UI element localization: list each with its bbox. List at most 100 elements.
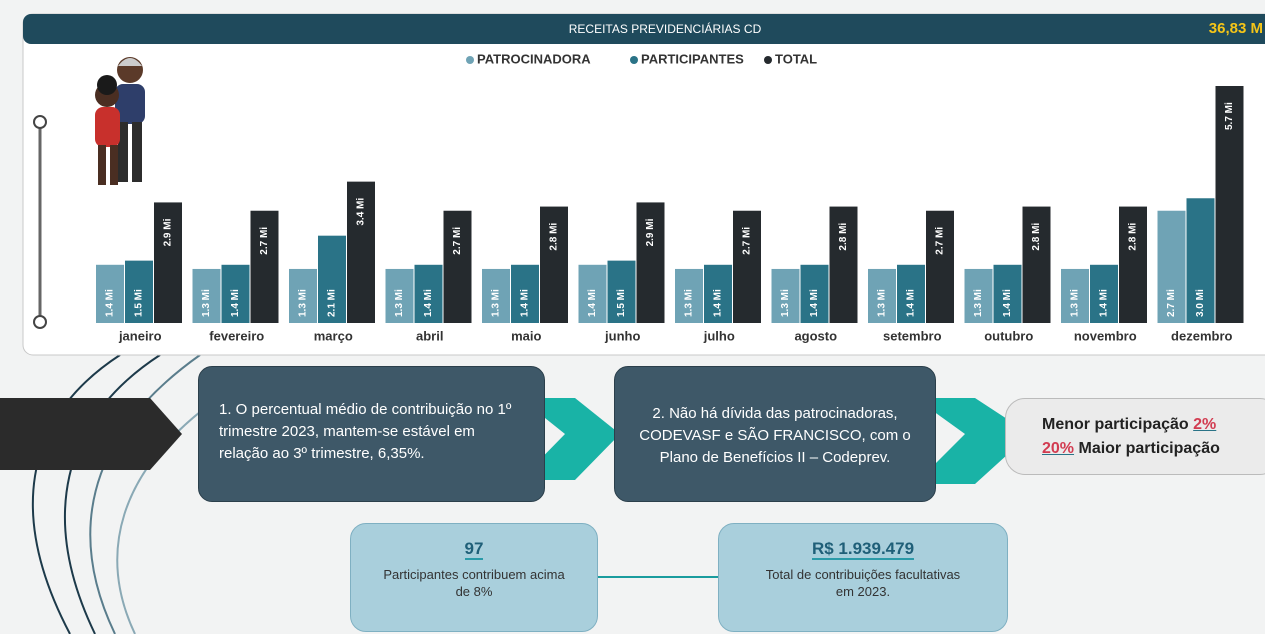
- people-illustration: [95, 57, 145, 185]
- stat-value: R$ 1.939.479: [811, 539, 915, 560]
- bar: [964, 268, 993, 323]
- bar: [1061, 268, 1089, 323]
- value-label: 1.5 Mi: [134, 289, 145, 317]
- value-label: 2.7 Mi: [452, 227, 463, 255]
- legend-swatch: [466, 56, 474, 64]
- x-tick-label: julho: [703, 328, 735, 343]
- legend-swatch: [764, 56, 772, 64]
- x-tick-label: dezembro: [1171, 328, 1232, 343]
- x-tick-label: setembro: [883, 328, 942, 343]
- value-label: 1.3 Mi: [491, 289, 502, 317]
- x-tick-label: maio: [511, 328, 541, 343]
- bar: [926, 210, 954, 323]
- stat-label: Total de contribuições facultativas em 2…: [765, 567, 961, 599]
- legend-label: PARTICIPANTES: [641, 51, 744, 66]
- value-label: 2.7 Mi: [1166, 289, 1177, 317]
- value-label: 1.4 Mi: [1099, 289, 1110, 317]
- note-text: 1. O percentual médio de contribuição no…: [219, 401, 512, 462]
- chart-title: RECEITAS PREVIDENCIÁRIAS CD: [569, 21, 762, 36]
- plot-area: 1.4 Mi 1.5 Mi 2.9 Mi janeiro 1.3 Mi 1.4 Mi 2.7…: [96, 86, 1244, 343]
- value-label: 2.8 Mi: [549, 223, 560, 251]
- value-label: 1.3 Mi: [973, 289, 984, 317]
- bar: [443, 210, 472, 323]
- value-label: 2.7 Mi: [742, 227, 753, 255]
- chevron: [520, 398, 620, 480]
- x-tick-label: novembro: [1074, 328, 1137, 343]
- bar: [385, 268, 414, 323]
- note-box: 2. Não há dívida das patrocinadoras, COD…: [614, 366, 936, 502]
- value-label: 1.4 Mi: [105, 289, 116, 317]
- bar: [800, 264, 829, 323]
- participation-line: 20% Maior participação: [1042, 437, 1265, 461]
- value-label: 2.8 Mi: [838, 223, 849, 251]
- participation-label: Menor participação: [1042, 416, 1189, 433]
- value-label: 1.4 Mi: [587, 289, 598, 317]
- participation-line: Menor participação 2%: [1042, 413, 1265, 437]
- value-label: 1.4 Mi: [906, 289, 917, 317]
- value-label: 2.1 Mi: [327, 289, 338, 317]
- bar: [733, 210, 761, 323]
- value-label: 1.3 Mi: [780, 289, 791, 317]
- value-label: 1.3 Mi: [298, 289, 309, 317]
- value-label: 1.4 Mi: [1002, 289, 1013, 317]
- x-tick-label: janeiro: [118, 328, 162, 343]
- slider: [33, 115, 47, 329]
- chart: RECEITAS PREVIDENCIÁRIAS CD 36,83 M PATR…: [22, 13, 1265, 356]
- bar: [154, 202, 182, 323]
- value-label: 1.5 Mi: [616, 289, 627, 317]
- stat-value: 97: [464, 539, 484, 560]
- x-tick-label: abril: [416, 328, 443, 343]
- legend-label: PATROCINADORA: [477, 51, 591, 66]
- value-label: 1.3 Mi: [684, 289, 695, 317]
- bar: [578, 264, 607, 323]
- decorative-curves: [31, 354, 231, 634]
- value-label: 2.8 Mi: [1128, 223, 1139, 251]
- participation-label: Maior participação: [1078, 440, 1220, 457]
- x-tick-label: agosto: [794, 328, 837, 343]
- bar: [289, 268, 317, 323]
- bar: [347, 181, 375, 323]
- bar: [192, 268, 221, 323]
- stat-card: 97 Participantes contribuem acima de 8%: [350, 523, 598, 632]
- bar: [414, 264, 443, 323]
- chart-header: [23, 14, 1265, 44]
- legend-swatch: [630, 56, 638, 64]
- value-label: 1.3 Mi: [1070, 289, 1081, 317]
- bar: [607, 260, 636, 323]
- value-label: 1.3 Mi: [394, 289, 405, 317]
- bar: [704, 264, 732, 323]
- bar: [511, 264, 539, 323]
- bar: [221, 264, 250, 323]
- bar: [1157, 210, 1186, 323]
- note-text: 2. Não há dívida das patrocinadoras, COD…: [639, 405, 911, 466]
- value-label: 1.3 Mi: [201, 289, 212, 317]
- value-label: 3.0 Mi: [1195, 289, 1206, 317]
- bar: [125, 260, 153, 323]
- stat-label: Participantes contribuem acima de 8%: [383, 567, 565, 599]
- value-label: 2.9 Mi: [163, 218, 174, 246]
- value-label: 2.7 Mi: [259, 227, 270, 255]
- note-box: 1. O percentual médio de contribuição no…: [198, 366, 545, 502]
- participation-value: 2%: [1193, 416, 1217, 433]
- value-label: 1.4 Mi: [520, 289, 531, 317]
- value-label: 3.4 Mi: [356, 198, 367, 226]
- bar: [993, 264, 1022, 323]
- x-tick-label: fevereiro: [209, 328, 264, 343]
- bar: [540, 206, 568, 323]
- bar: [250, 210, 279, 323]
- stat-card: R$ 1.939.479 Total de contribuições facu…: [718, 523, 1008, 632]
- value-label: 1.4 Mi: [230, 289, 241, 317]
- bar: [829, 206, 858, 323]
- bar: [1186, 198, 1215, 323]
- bar: [96, 264, 124, 323]
- participation-box: Menor participação 2% 20% Maior particip…: [1005, 398, 1265, 475]
- chevron: [915, 398, 1030, 484]
- arrow-shape: [0, 398, 182, 470]
- value-label: 1.4 Mi: [423, 289, 434, 317]
- x-tick-label: outubro: [984, 328, 1033, 343]
- value-label: 1.4 Mi: [713, 289, 724, 317]
- participation-value: 20%: [1042, 440, 1075, 457]
- bar: [1090, 264, 1118, 323]
